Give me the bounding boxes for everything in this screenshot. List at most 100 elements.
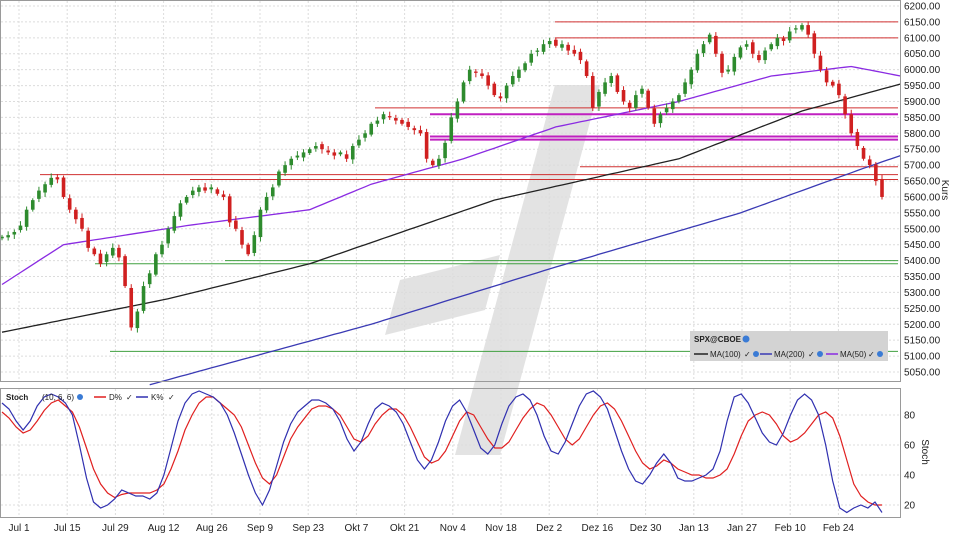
candle-body [67,198,72,210]
main-y-tick-label: 5550.00 [904,208,941,219]
candle-body [523,63,527,71]
candle-body [430,160,435,166]
candle-body [769,44,774,50]
candle-body [670,101,675,110]
candle-body [406,121,410,127]
x-tick-label: Sep 9 [247,523,274,534]
candle-body [830,81,835,86]
candle-body [320,144,324,150]
candle-body [332,152,337,156]
candle-body [664,107,669,113]
main-y-tick-label: 5350.00 [904,272,941,283]
legend-info-icon [817,351,823,357]
legend-label-ma50: MA(50) [840,350,867,359]
candle-body [246,244,250,255]
candle-body [615,75,620,92]
candle-body [627,102,632,108]
legend-info-icon [753,351,759,357]
candle-body [590,76,595,108]
candle-body [652,108,657,124]
candle-body [197,187,201,192]
x-tick-label: Feb 24 [823,523,855,534]
candle-body [683,82,687,94]
candle-body [467,69,472,82]
candle-body [597,91,601,107]
main-y-tick-label: 5300.00 [904,288,941,299]
stoch-check-icon: ✓ [126,393,133,402]
candle-body [492,83,497,96]
candle-body [412,128,417,131]
candle-body [461,82,466,102]
candle-body [510,76,515,85]
candle-body [270,187,275,197]
candle-body [307,149,312,154]
main-y-tick-label: 5700.00 [904,161,941,172]
candle-body [800,25,804,30]
candle-body [880,179,884,197]
candle-body [283,165,287,173]
candle-body [135,311,140,329]
candle-body [0,236,4,239]
candle-body [855,132,860,147]
candle-body [474,71,478,73]
candle-body [350,146,355,160]
candle-body [418,130,423,134]
main-y-tick-label: 6200.00 [904,2,941,13]
candle-body [787,31,792,41]
x-tick-label: Aug 26 [196,523,228,534]
stoch-grid [1,389,900,517]
candle-body [744,44,749,47]
candle-body [646,90,650,108]
candle-body [449,117,454,141]
main-y-tick-label: 5600.00 [904,192,941,203]
candle-body [874,164,878,182]
candle-body [190,190,195,196]
candle-body [677,95,681,102]
main-y-tick-label: 5750.00 [904,145,941,156]
candle-body [603,82,607,94]
main-y-tick-label: 5500.00 [904,224,941,235]
x-tick-label: Aug 12 [148,523,180,534]
candle-body [357,139,361,146]
main-plot-background [0,0,901,381]
x-tick-label: Dez 16 [582,523,614,534]
candle-body [867,159,872,166]
candle-body [621,90,626,102]
legend-symbol: SPX@CBOE [694,335,742,344]
x-tick-label: Jul 29 [102,523,129,534]
candle-body [757,55,761,61]
candle-body [123,256,127,287]
candle-body [480,73,484,77]
candle-body [517,69,521,78]
main-y-tick-label: 6000.00 [904,65,941,76]
candle-body [37,190,41,199]
candle-body [49,177,54,185]
candle-body [861,147,866,159]
candle-body [30,200,35,210]
candle-body [554,39,558,46]
main-plot-border [0,0,901,382]
candle-body [695,53,700,71]
stoch-y-tick-label: 80 [904,411,916,422]
candle-body [110,247,115,256]
stoch-info-icon [77,394,83,400]
legend-symbol-icon [742,335,750,343]
legend-box [690,331,888,361]
candle-body [455,101,460,119]
candle-body [560,44,564,48]
candle-body [61,177,66,197]
candle-body [344,154,349,159]
candle-body [701,44,706,54]
moving-averages [1,65,901,386]
candle-body [818,55,823,70]
x-tick-label: Dez 30 [630,523,662,534]
candle-body [301,152,306,158]
legend-check-icon: ✓ [744,350,751,359]
candle-body [215,189,220,194]
legend-info-icon [877,351,883,357]
candle-body [314,146,318,149]
main-y-tick-label: 5200.00 [904,320,941,331]
candle-body [55,177,60,180]
candle-body [43,184,47,193]
